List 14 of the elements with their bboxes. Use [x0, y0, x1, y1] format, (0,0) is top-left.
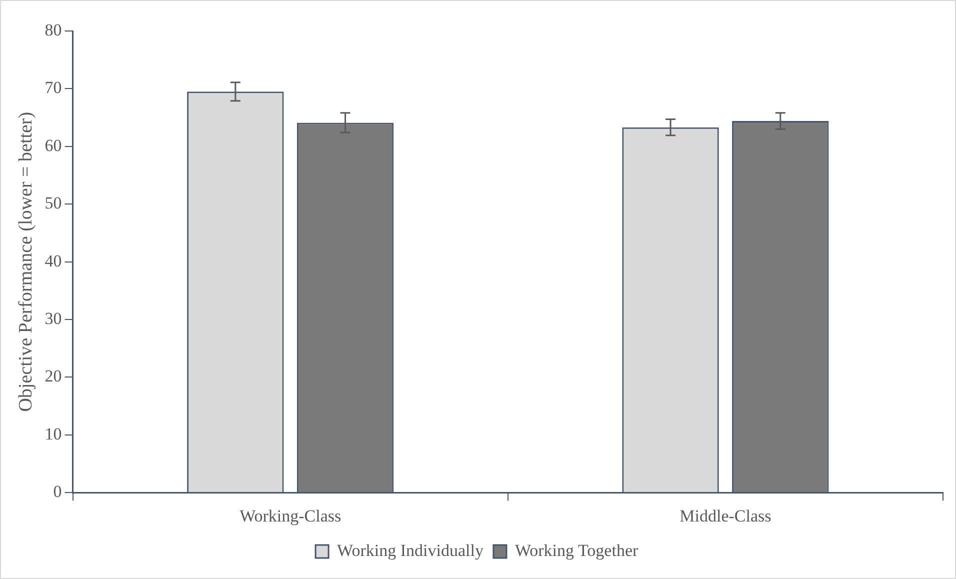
x-tick-label: Working-Class [240, 506, 342, 526]
y-axis-title: Objective Performance (lower = better) [15, 112, 36, 412]
y-tick-label: 30 [44, 308, 62, 328]
y-tick-label: 0 [53, 482, 62, 502]
legend-label: Working Together [514, 540, 638, 560]
y-tick-label: 60 [44, 136, 62, 155]
y-tick-label: 70 [44, 78, 62, 98]
x-tick-label: Middle-Class [680, 506, 772, 526]
y-tick-label: 20 [44, 366, 62, 386]
legend-label: Working Individually [337, 540, 484, 560]
y-tick-label: 50 [44, 194, 62, 213]
y-tick-label: 40 [44, 251, 62, 270]
y-tick-label: 10 [44, 424, 62, 444]
y-tick-label: 80 [44, 20, 62, 40]
